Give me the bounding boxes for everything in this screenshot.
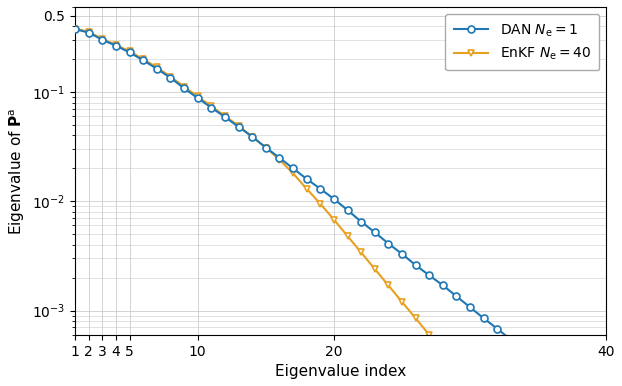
DAN $N_\mathrm{e} = 1$	[344, 208, 351, 212]
EnKF $N_\mathrm{e} = 40$	[72, 26, 79, 31]
Legend: DAN $N_\mathrm{e} = 1$, EnKF $N_\mathrm{e} = 40$: DAN $N_\mathrm{e} = 1$, EnKF $N_\mathrm{…	[445, 14, 600, 70]
EnKF $N_\mathrm{e} = 40$	[453, 366, 460, 370]
EnKF $N_\mathrm{e} = 40$	[276, 157, 283, 162]
EnKF $N_\mathrm{e} = 40$	[180, 84, 188, 89]
DAN $N_\mathrm{e} = 1$	[180, 86, 188, 91]
X-axis label: Eigenvalue index: Eigenvalue index	[275, 364, 406, 379]
DAN $N_\mathrm{e} = 1$	[167, 75, 174, 80]
DAN $N_\mathrm{e} = 1$	[371, 230, 379, 235]
EnKF $N_\mathrm{e} = 40$	[384, 283, 392, 288]
DAN $N_\mathrm{e} = 1$	[317, 186, 324, 191]
DAN $N_\mathrm{e} = 1$	[398, 252, 406, 256]
EnKF $N_\mathrm{e} = 40$	[466, 382, 474, 386]
DAN $N_\mathrm{e} = 1$	[412, 263, 419, 267]
EnKF $N_\mathrm{e} = 40$	[248, 134, 256, 139]
DAN $N_\mathrm{e} = 1$	[480, 316, 488, 320]
EnKF $N_\mathrm{e} = 40$	[303, 186, 310, 191]
DAN $N_\mathrm{e} = 1$	[262, 145, 269, 150]
DAN $N_\mathrm{e} = 1$	[72, 27, 79, 32]
DAN $N_\mathrm{e} = 1$	[126, 50, 133, 55]
DAN $N_\mathrm{e} = 1$	[248, 134, 256, 139]
Line: DAN $N_\mathrm{e} = 1$: DAN $N_\mathrm{e} = 1$	[72, 26, 610, 386]
EnKF $N_\mathrm{e} = 40$	[112, 42, 119, 47]
EnKF $N_\mathrm{e} = 40$	[139, 57, 147, 61]
EnKF $N_\mathrm{e} = 40$	[330, 217, 338, 222]
DAN $N_\mathrm{e} = 1$	[562, 380, 569, 385]
DAN $N_\mathrm{e} = 1$	[289, 166, 297, 171]
EnKF $N_\mathrm{e} = 40$	[344, 234, 351, 239]
EnKF $N_\mathrm{e} = 40$	[412, 316, 419, 320]
EnKF $N_\mathrm{e} = 40$	[317, 201, 324, 206]
EnKF $N_\mathrm{e} = 40$	[208, 104, 215, 108]
DAN $N_\mathrm{e} = 1$	[276, 156, 283, 160]
EnKF $N_\mathrm{e} = 40$	[289, 171, 297, 176]
DAN $N_\mathrm{e} = 1$	[548, 370, 555, 375]
EnKF $N_\mathrm{e} = 40$	[126, 49, 133, 54]
DAN $N_\mathrm{e} = 1$	[466, 305, 474, 310]
DAN $N_\mathrm{e} = 1$	[358, 219, 365, 224]
EnKF $N_\mathrm{e} = 40$	[194, 94, 202, 99]
DAN $N_\mathrm{e} = 1$	[425, 273, 433, 278]
EnKF $N_\mathrm{e} = 40$	[439, 349, 447, 354]
DAN $N_\mathrm{e} = 1$	[453, 294, 460, 299]
EnKF $N_\mathrm{e} = 40$	[425, 332, 433, 337]
EnKF $N_\mathrm{e} = 40$	[398, 300, 406, 304]
DAN $N_\mathrm{e} = 1$	[384, 241, 392, 246]
EnKF $N_\mathrm{e} = 40$	[371, 267, 379, 271]
DAN $N_\mathrm{e} = 1$	[330, 196, 338, 201]
DAN $N_\mathrm{e} = 1$	[235, 125, 243, 129]
DAN $N_\mathrm{e} = 1$	[534, 359, 542, 364]
DAN $N_\mathrm{e} = 1$	[507, 337, 514, 342]
EnKF $N_\mathrm{e} = 40$	[358, 250, 365, 255]
Y-axis label: Eigenvalue of $\mathbf{P}^\mathrm{a}$: Eigenvalue of $\mathbf{P}^\mathrm{a}$	[7, 107, 27, 235]
EnKF $N_\mathrm{e} = 40$	[153, 65, 160, 70]
DAN $N_\mathrm{e} = 1$	[112, 43, 119, 48]
EnKF $N_\mathrm{e} = 40$	[99, 37, 106, 41]
EnKF $N_\mathrm{e} = 40$	[221, 114, 229, 119]
DAN $N_\mathrm{e} = 1$	[153, 66, 160, 71]
DAN $N_\mathrm{e} = 1$	[439, 283, 447, 288]
DAN $N_\mathrm{e} = 1$	[521, 348, 528, 353]
DAN $N_\mathrm{e} = 1$	[208, 105, 215, 110]
DAN $N_\mathrm{e} = 1$	[221, 115, 229, 119]
DAN $N_\mathrm{e} = 1$	[85, 30, 93, 35]
DAN $N_\mathrm{e} = 1$	[139, 58, 147, 63]
EnKF $N_\mathrm{e} = 40$	[262, 145, 269, 150]
EnKF $N_\mathrm{e} = 40$	[167, 74, 174, 79]
EnKF $N_\mathrm{e} = 40$	[235, 124, 243, 128]
DAN $N_\mathrm{e} = 1$	[194, 96, 202, 100]
EnKF $N_\mathrm{e} = 40$	[85, 30, 93, 34]
DAN $N_\mathrm{e} = 1$	[99, 37, 106, 42]
DAN $N_\mathrm{e} = 1$	[303, 177, 310, 181]
DAN $N_\mathrm{e} = 1$	[494, 327, 501, 331]
Line: EnKF $N_\mathrm{e} = 40$: EnKF $N_\mathrm{e} = 40$	[72, 25, 610, 386]
